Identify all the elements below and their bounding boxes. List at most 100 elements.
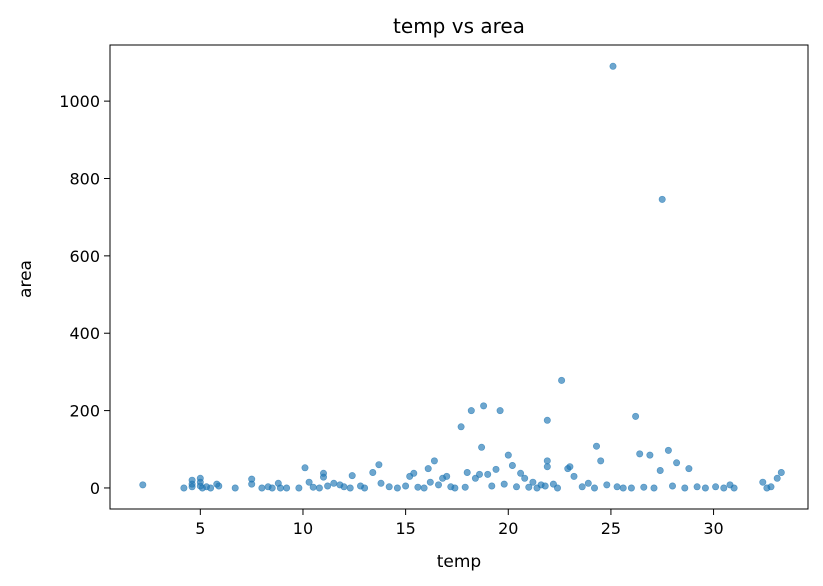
x-tick-label: 10 bbox=[293, 519, 313, 538]
y-tick-label: 1000 bbox=[59, 92, 100, 111]
data-point bbox=[463, 468, 471, 476]
data-point bbox=[496, 407, 504, 415]
x-tick-label: 30 bbox=[703, 519, 723, 538]
data-point bbox=[414, 483, 422, 491]
data-point bbox=[361, 484, 369, 492]
data-point bbox=[340, 483, 348, 491]
data-point bbox=[553, 484, 561, 492]
data-point bbox=[377, 479, 385, 487]
y-tick-label: 800 bbox=[69, 169, 100, 188]
data-point bbox=[636, 450, 644, 458]
x-tick-label: 15 bbox=[395, 519, 415, 538]
data-point bbox=[283, 484, 291, 492]
data-point bbox=[603, 481, 611, 489]
data-point bbox=[543, 416, 551, 424]
data-point bbox=[504, 451, 512, 459]
data-point bbox=[324, 482, 332, 490]
data-point bbox=[369, 468, 377, 476]
data-point bbox=[646, 451, 654, 459]
data-point bbox=[720, 484, 728, 492]
data-point bbox=[730, 484, 738, 492]
data-point bbox=[543, 457, 551, 465]
data-point bbox=[443, 472, 451, 480]
data-point bbox=[207, 484, 215, 492]
data-point bbox=[268, 484, 276, 492]
y-axis-ticks: 0 200 400 600 800 1000 bbox=[59, 92, 110, 498]
x-axis-label: temp bbox=[437, 552, 481, 572]
data-point bbox=[393, 484, 401, 492]
data-point bbox=[309, 483, 317, 491]
data-point bbox=[451, 484, 459, 492]
data-point bbox=[467, 407, 475, 415]
data-point bbox=[457, 423, 465, 431]
data-point bbox=[139, 481, 147, 489]
data-point bbox=[701, 484, 709, 492]
plot-area-frame bbox=[109, 44, 809, 510]
data-point bbox=[508, 461, 516, 469]
data-point bbox=[590, 484, 598, 492]
x-axis-ticks: 5 10 15 20 25 30 bbox=[195, 509, 724, 538]
data-point bbox=[632, 412, 640, 420]
data-point bbox=[461, 483, 469, 491]
data-point bbox=[685, 465, 693, 473]
data-point bbox=[777, 468, 785, 476]
data-point bbox=[424, 465, 432, 473]
data-point bbox=[613, 483, 621, 491]
data-point bbox=[543, 463, 551, 471]
points-layer bbox=[139, 62, 785, 492]
x-tick-label: 5 bbox=[195, 519, 205, 538]
data-point bbox=[348, 472, 356, 480]
data-point bbox=[619, 484, 627, 492]
data-point bbox=[584, 479, 592, 487]
y-axis-label: area bbox=[16, 260, 36, 298]
data-point bbox=[231, 484, 239, 492]
data-point bbox=[402, 482, 410, 490]
data-point bbox=[609, 62, 617, 70]
data-point bbox=[767, 483, 775, 491]
data-point bbox=[478, 443, 486, 451]
data-point bbox=[673, 459, 681, 467]
data-point bbox=[640, 483, 648, 491]
data-point bbox=[434, 481, 442, 489]
data-point bbox=[385, 483, 393, 491]
data-point bbox=[512, 483, 520, 491]
data-point bbox=[541, 482, 549, 490]
data-point bbox=[475, 470, 483, 478]
data-point bbox=[656, 466, 664, 474]
data-point bbox=[578, 483, 586, 491]
x-tick-label: 20 bbox=[498, 519, 518, 538]
data-point bbox=[215, 482, 223, 490]
data-point bbox=[319, 473, 327, 481]
data-point bbox=[658, 195, 666, 203]
chart-title: temp vs area bbox=[393, 14, 525, 38]
data-point bbox=[430, 457, 438, 465]
data-point bbox=[492, 465, 500, 473]
data-point bbox=[664, 446, 672, 454]
data-point bbox=[410, 469, 418, 477]
data-point bbox=[570, 472, 578, 480]
data-point bbox=[558, 376, 566, 384]
data-point bbox=[375, 461, 383, 469]
data-point bbox=[484, 470, 492, 478]
data-point bbox=[712, 483, 720, 491]
data-point bbox=[258, 484, 266, 492]
x-tick-label: 25 bbox=[601, 519, 621, 538]
data-point bbox=[592, 442, 600, 450]
data-point bbox=[500, 480, 508, 488]
data-point bbox=[488, 482, 496, 490]
data-point bbox=[525, 483, 533, 491]
data-point bbox=[668, 482, 676, 490]
data-point bbox=[650, 484, 658, 492]
data-point bbox=[597, 457, 605, 465]
data-point bbox=[276, 484, 284, 492]
data-point bbox=[521, 474, 529, 482]
y-tick-label: 400 bbox=[69, 324, 100, 343]
data-point bbox=[248, 480, 256, 488]
data-point bbox=[330, 479, 338, 487]
data-point bbox=[517, 469, 525, 477]
data-point bbox=[759, 478, 767, 486]
data-point bbox=[420, 484, 428, 492]
data-point bbox=[315, 484, 323, 492]
